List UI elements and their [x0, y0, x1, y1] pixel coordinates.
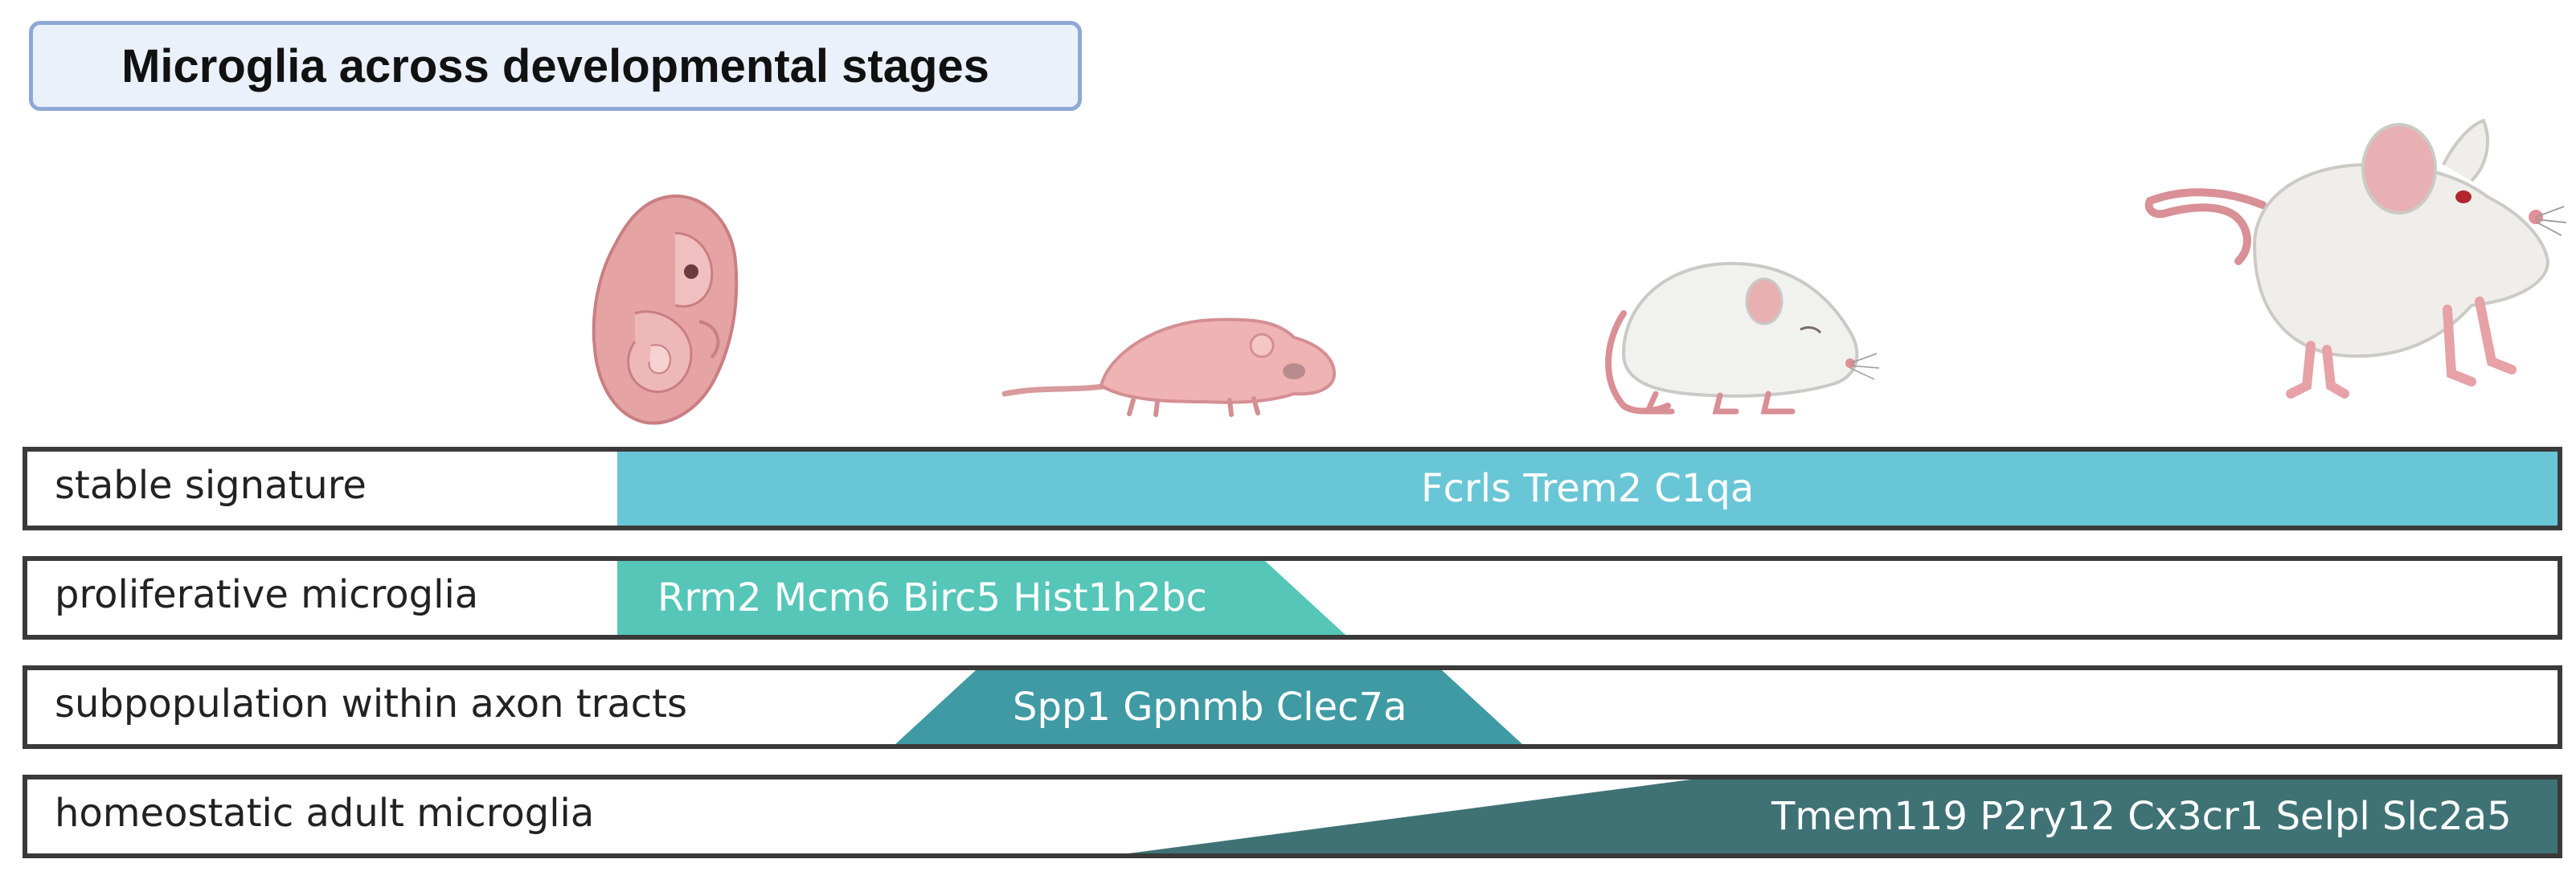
row-proliferative-microglia: proliferative microglia Rrm2 Mcm6 Birc5 … — [23, 556, 2562, 640]
embryo-icon — [592, 194, 739, 425]
row-homeostatic-adult: homeostatic adult microglia Tmem119 P2ry… — [23, 775, 2562, 858]
genes-axon-tracts: Spp1 Gpnmb Clec7a — [1013, 685, 1407, 730]
juvenile-mouse-icon — [1605, 261, 1880, 415]
axon-tract-band — [895, 670, 1522, 744]
row-label-axon-tracts: subpopulation within axon tracts — [55, 681, 688, 726]
proliferative-band — [617, 561, 1345, 635]
figure-title: Microglia across developmental stages — [121, 39, 989, 92]
row-axon-tract-subpopulation: subpopulation within axon tracts Spp1 Gp… — [23, 665, 2562, 749]
title-box: Microglia across developmental stages — [29, 21, 1082, 111]
row-stable-signature: stable signature Fcrls Trem2 C1qa — [23, 447, 2562, 530]
newborn-pup-icon — [1001, 317, 1337, 417]
genes-proliferative: Rrm2 Mcm6 Birc5 Hist1h2bc — [657, 575, 1207, 620]
row-label-proliferative-microglia: proliferative microglia — [55, 572, 479, 617]
stable-signature-band — [617, 452, 2558, 526]
row-label-homeostatic-adult: homeostatic adult microglia — [55, 791, 595, 836]
genes-stable-signature: Fcrls Trem2 C1qa — [1421, 466, 1755, 511]
row-label-stable-signature: stable signature — [55, 463, 367, 508]
genes-homeostatic: Tmem119 P2ry12 Cx3cr1 Selpl Slc2a5 — [1771, 794, 2512, 839]
adult-mouse-icon — [2144, 118, 2567, 399]
homeostatic-band — [1128, 779, 2558, 853]
